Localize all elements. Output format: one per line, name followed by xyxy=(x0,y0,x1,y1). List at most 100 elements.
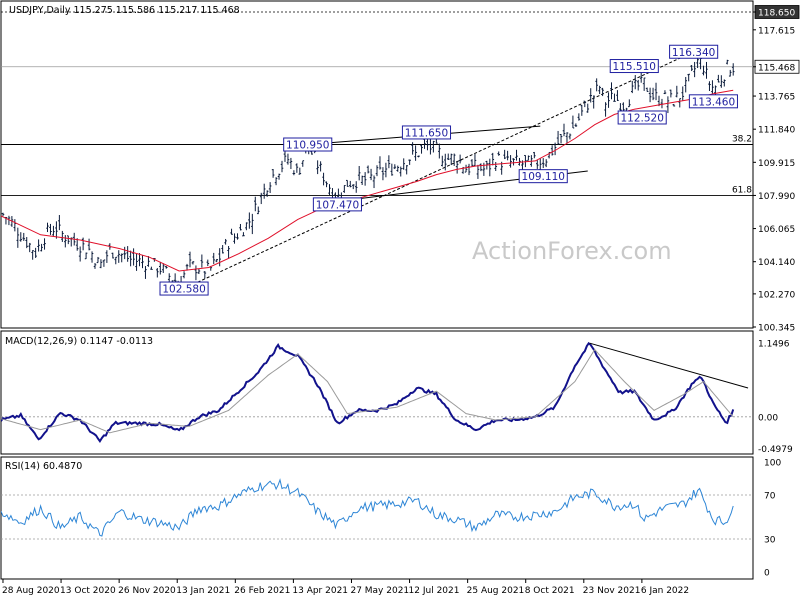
price-bar xyxy=(411,142,414,155)
annotation-box xyxy=(283,137,333,152)
price-bar xyxy=(251,213,254,235)
price-bar xyxy=(49,223,52,235)
price-bar xyxy=(455,160,459,174)
price-bar xyxy=(206,259,210,267)
macd-y-tick-label: 0.00 xyxy=(758,413,778,423)
price-bar xyxy=(245,222,248,231)
x-tick-label: 13 Apr 2021 xyxy=(292,586,348,596)
price-bar xyxy=(476,164,480,179)
macd-pane[interactable] xyxy=(0,330,754,455)
price-bar xyxy=(672,103,676,107)
price-bar xyxy=(725,59,729,65)
price-bar xyxy=(81,237,85,251)
price-bar xyxy=(473,154,477,166)
annotation-text: 111.650 xyxy=(405,127,448,139)
macd-trendline xyxy=(589,342,749,389)
price-bar xyxy=(37,239,40,252)
price-bar xyxy=(533,151,536,159)
x-tick-label: 6 Jan 2022 xyxy=(641,586,689,596)
price-bar xyxy=(138,253,141,267)
price-bar xyxy=(577,113,581,121)
price-bar xyxy=(58,215,61,231)
price-bar xyxy=(215,258,219,263)
rsi-y-tick-label: 0 xyxy=(764,569,770,579)
price-bar xyxy=(200,254,204,268)
price-annotation: 112.520 xyxy=(617,110,667,125)
price-bar xyxy=(512,158,515,166)
price-bar xyxy=(233,233,236,244)
price-bar xyxy=(628,99,631,108)
price-bar xyxy=(723,79,726,87)
y-tick-label: 100.345 xyxy=(758,324,795,334)
price-bar xyxy=(630,80,634,94)
price-annotation: 116.340 xyxy=(669,44,719,59)
y-tick-label: 115.468 xyxy=(758,63,795,73)
price-bar xyxy=(491,152,495,166)
price-bar xyxy=(731,63,735,76)
main-pane[interactable] xyxy=(0,0,754,329)
price-bar xyxy=(384,162,388,178)
price-bar xyxy=(458,154,462,164)
price-bar xyxy=(414,145,417,161)
price-bar xyxy=(147,256,150,267)
price-bar xyxy=(488,158,492,177)
price-bar xyxy=(580,104,584,116)
price-bar xyxy=(636,79,640,91)
price-bar xyxy=(25,237,29,249)
price-bar xyxy=(687,73,690,82)
main-header: USDJPY,Daily 115.275 115.586 115.217 115… xyxy=(9,5,240,16)
price-bar xyxy=(75,238,79,251)
price-bar xyxy=(675,85,679,98)
price-bar xyxy=(678,98,682,108)
rsi-pane[interactable] xyxy=(0,456,754,580)
price-annotation: 110.950 xyxy=(283,137,333,152)
price-bar xyxy=(328,184,331,195)
price-bar xyxy=(194,265,198,281)
price-bar xyxy=(268,182,272,194)
price-bar xyxy=(654,82,658,101)
price-bar xyxy=(197,268,201,275)
price-bar xyxy=(117,250,121,263)
x-tick-label: 23 Nov 2021 xyxy=(583,586,641,596)
price-bar xyxy=(236,233,239,240)
price-bar xyxy=(728,69,732,77)
x-tick-label: 25 Aug 2021 xyxy=(467,586,525,596)
rsi-y-tick-label: 70 xyxy=(764,492,776,502)
price-bar xyxy=(84,252,88,260)
price-bar xyxy=(565,132,569,144)
price-bar xyxy=(188,251,192,268)
price-bar xyxy=(259,192,263,205)
price-bar xyxy=(298,167,302,175)
y-tick-label: 117.615 xyxy=(758,26,795,36)
y-tick-label: 104.140 xyxy=(758,258,795,268)
rsi-y-tick-label: 30 xyxy=(764,536,776,546)
price-annotation: 107.470 xyxy=(312,197,362,212)
price-bar xyxy=(571,115,575,129)
price-bar xyxy=(34,247,37,258)
y-tick-label: 118.650 xyxy=(758,9,795,19)
price-bar xyxy=(684,76,688,93)
price-bar xyxy=(159,261,162,275)
price-bar xyxy=(93,263,97,269)
price-bar xyxy=(610,82,613,100)
trendline xyxy=(183,51,694,289)
price-bar xyxy=(132,248,135,266)
price-bar xyxy=(253,196,257,212)
x-tick-label: 27 May 2021 xyxy=(350,586,409,596)
price-annotation: 115.510 xyxy=(609,59,659,74)
price-bar xyxy=(568,133,572,140)
price-bar xyxy=(242,232,245,237)
price-bar xyxy=(224,238,227,245)
price-bar xyxy=(271,169,275,178)
price-bar xyxy=(96,256,100,264)
annotation-box xyxy=(609,59,659,74)
y-tick-label: 102.270 xyxy=(758,290,795,300)
price-bar xyxy=(438,143,441,159)
annotation-box xyxy=(159,281,209,296)
price-bar xyxy=(185,263,189,271)
price-bar xyxy=(102,259,106,267)
price-bar xyxy=(524,154,527,168)
price-bar xyxy=(586,103,590,113)
price-bar xyxy=(357,165,361,181)
